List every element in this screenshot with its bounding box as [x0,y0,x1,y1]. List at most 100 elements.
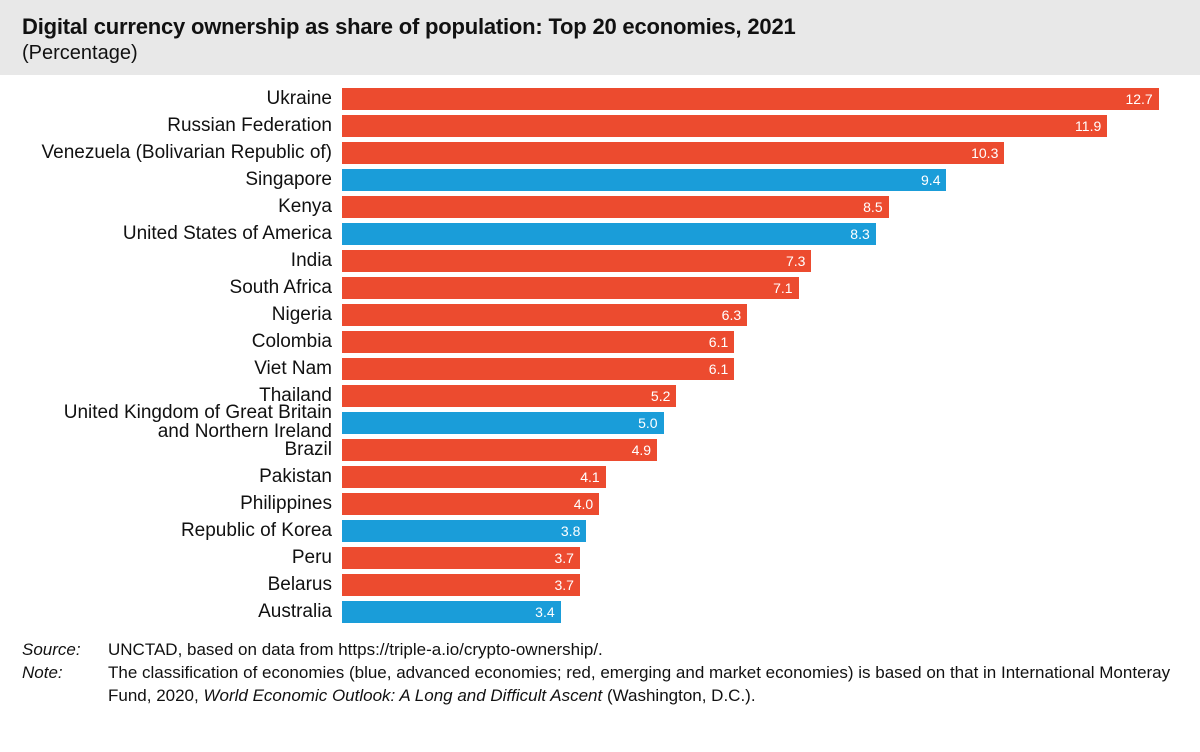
bar-value: 5.2 [651,388,670,404]
bar-value: 5.0 [638,415,657,431]
bar-row: United Kingdom of Great Britainand North… [22,409,1178,436]
bar-value: 8.5 [863,199,882,215]
bar: 3.7 [342,547,580,569]
bar-value: 8.3 [850,226,869,242]
bar-value: 3.7 [554,550,573,566]
bar-value: 6.3 [722,307,741,323]
note-text: The classification of economies (blue, a… [108,662,1178,708]
bar-label: Brazil [22,440,342,460]
bar-track: 3.8 [342,520,1178,542]
source-text: UNCTAD, based on data from https://tripl… [108,639,1178,662]
bar: 3.4 [342,601,561,623]
bar: 3.7 [342,574,580,596]
bar-label: Philippines [22,494,342,514]
bar: 8.3 [342,223,876,245]
bar-label: Republic of Korea [22,521,342,541]
bar-track: 5.2 [342,385,1178,407]
bar-track: 11.9 [342,115,1178,137]
source-label: Source: [22,639,108,662]
bar-value: 4.1 [580,469,599,485]
bar-label: United Kingdom of Great Britainand North… [22,404,342,440]
bar-row: Belarus 3.7 [22,571,1178,598]
bar-track: 7.3 [342,250,1178,272]
bar: 10.3 [342,142,1004,164]
bar-label: Viet Nam [22,359,342,379]
bar: 7.3 [342,250,811,272]
bar-track: 4.1 [342,466,1178,488]
bar-row: Ukraine12.7 [22,85,1178,112]
chart-header: Digital currency ownership as share of p… [0,0,1200,75]
bar-track: 8.5 [342,196,1178,218]
bar-track: 3.4 [342,601,1178,623]
bar-label: Pakistan [22,467,342,487]
bar-row: United States of America 8.3 [22,220,1178,247]
bar-label: Australia [22,602,342,622]
bar-value: 6.1 [709,361,728,377]
bar: 11.9 [342,115,1107,137]
bar-value: 3.8 [561,523,580,539]
note-label: Note: [22,662,108,708]
bar-track: 9.4 [342,169,1178,191]
bar-track: 12.7 [342,88,1178,110]
bar-label: Nigeria [22,305,342,325]
bar-row: India 7.3 [22,247,1178,274]
bar-value: 7.3 [786,253,805,269]
bar: 7.1 [342,277,799,299]
bar-row: Brazil 4.9 [22,436,1178,463]
bar-value: 4.0 [574,496,593,512]
source-row: Source: UNCTAD, based on data from https… [22,639,1178,662]
bar: 4.1 [342,466,606,488]
bar-label: India [22,251,342,271]
bar: 6.1 [342,331,734,353]
bar-row: Viet Nam 6.1 [22,355,1178,382]
note-row: Note: The classification of economies (b… [22,662,1178,708]
bar-value: 3.7 [554,577,573,593]
bar-value: 6.1 [709,334,728,350]
bar-value: 3.4 [535,604,554,620]
bar-value: 4.9 [632,442,651,458]
bar-chart: Ukraine12.7Russian Federation11.9Venezue… [0,75,1200,631]
bar-label: Ukraine [22,89,342,109]
bar-row: Philippines 4.0 [22,490,1178,517]
chart-container: Digital currency ownership as share of p… [0,0,1200,726]
bar-track: 4.0 [342,493,1178,515]
bar: 12.7 [342,88,1159,110]
bar-row: Australia 3.4 [22,598,1178,625]
bar-label: Belarus [22,575,342,595]
bar-track: 6.1 [342,331,1178,353]
bar-track: 6.1 [342,358,1178,380]
bar-row: Republic of Korea 3.8 [22,517,1178,544]
bar-track: 10.3 [342,142,1178,164]
bar-row: Pakistan 4.1 [22,463,1178,490]
bar-row: South Africa 7.1 [22,274,1178,301]
bar-track: 6.3 [342,304,1178,326]
bar-track: 8.3 [342,223,1178,245]
bar-track: 5.0 [342,412,1178,434]
bar-row: Nigeria 6.3 [22,301,1178,328]
bar-label: Peru [22,548,342,568]
bar-row: Russian Federation11.9 [22,112,1178,139]
chart-title: Digital currency ownership as share of p… [22,14,1178,40]
bar-label: United States of America [22,224,342,244]
bar: 6.3 [342,304,747,326]
bar-row: Kenya 8.5 [22,193,1178,220]
bar: 6.1 [342,358,734,380]
bar: 5.2 [342,385,676,407]
chart-footer: Source: UNCTAD, based on data from https… [0,631,1200,726]
bar-row: Venezuela (Bolivarian Republic of) 10.3 [22,139,1178,166]
bar-track: 3.7 [342,574,1178,596]
bar-label: Kenya [22,197,342,217]
bar-row: Colombia 6.1 [22,328,1178,355]
bar: 9.4 [342,169,946,191]
bar-track: 3.7 [342,547,1178,569]
bar-label: Venezuela (Bolivarian Republic of) [22,143,342,163]
bar-value: 10.3 [971,145,998,161]
bar-track: 4.9 [342,439,1178,461]
bar-label: Colombia [22,332,342,352]
bar: 5.0 [342,412,664,434]
bar-label: South Africa [22,278,342,298]
chart-subtitle: (Percentage) [22,42,1178,65]
bar-value: 7.1 [773,280,792,296]
bar-track: 7.1 [342,277,1178,299]
bar-value: 11.9 [1075,118,1101,134]
